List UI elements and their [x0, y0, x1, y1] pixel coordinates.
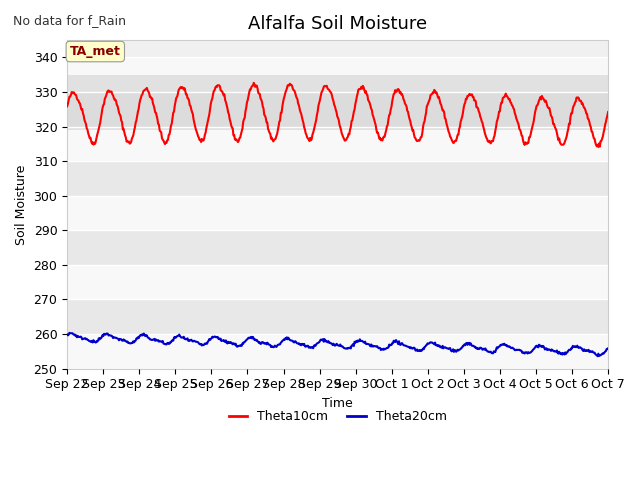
Line: Theta10cm: Theta10cm	[67, 83, 608, 147]
Theta20cm	[213, 334, 221, 340]
Theta20cm	[184, 338, 192, 344]
Theta10cm	[129, 134, 136, 140]
Bar	[67, 58, 608, 92]
Bar	[67, 334, 608, 369]
Theta20cm	[74, 333, 81, 339]
Bar	[67, 161, 608, 196]
Text: TA_met: TA_met	[70, 45, 121, 58]
Bar	[67, 230, 608, 265]
Theta20cm	[420, 347, 428, 352]
Theta20cm	[129, 338, 137, 344]
Line: Theta20cm: Theta20cm	[67, 333, 608, 356]
Theta10cm	[595, 144, 602, 150]
Bar	[67, 92, 608, 127]
Title: Alfalfa Soil Moisture: Alfalfa Soil Moisture	[248, 15, 428, 33]
Y-axis label: Soil Moisture: Soil Moisture	[15, 164, 28, 244]
Bar	[67, 265, 608, 300]
Text: No data for f_Rain: No data for f_Rain	[13, 14, 126, 27]
Theta20cm	[65, 330, 73, 336]
X-axis label: Time: Time	[323, 397, 353, 410]
Theta10cm	[184, 96, 191, 101]
Legend: Theta10cm, Theta20cm: Theta10cm, Theta20cm	[223, 405, 452, 428]
Theta10cm	[604, 109, 612, 115]
Theta10cm	[404, 109, 412, 115]
Bar	[67, 300, 608, 334]
Bar	[67, 127, 608, 161]
Theta10cm	[63, 104, 71, 109]
Bar	[67, 196, 608, 230]
Bar	[67, 75, 608, 130]
Theta10cm	[212, 84, 220, 89]
Theta10cm	[73, 96, 81, 102]
Theta10cm	[420, 120, 428, 126]
Theta20cm	[63, 332, 71, 337]
Theta20cm	[604, 346, 612, 351]
Theta20cm	[594, 353, 602, 359]
Theta10cm	[250, 80, 257, 86]
Theta20cm	[404, 344, 412, 349]
